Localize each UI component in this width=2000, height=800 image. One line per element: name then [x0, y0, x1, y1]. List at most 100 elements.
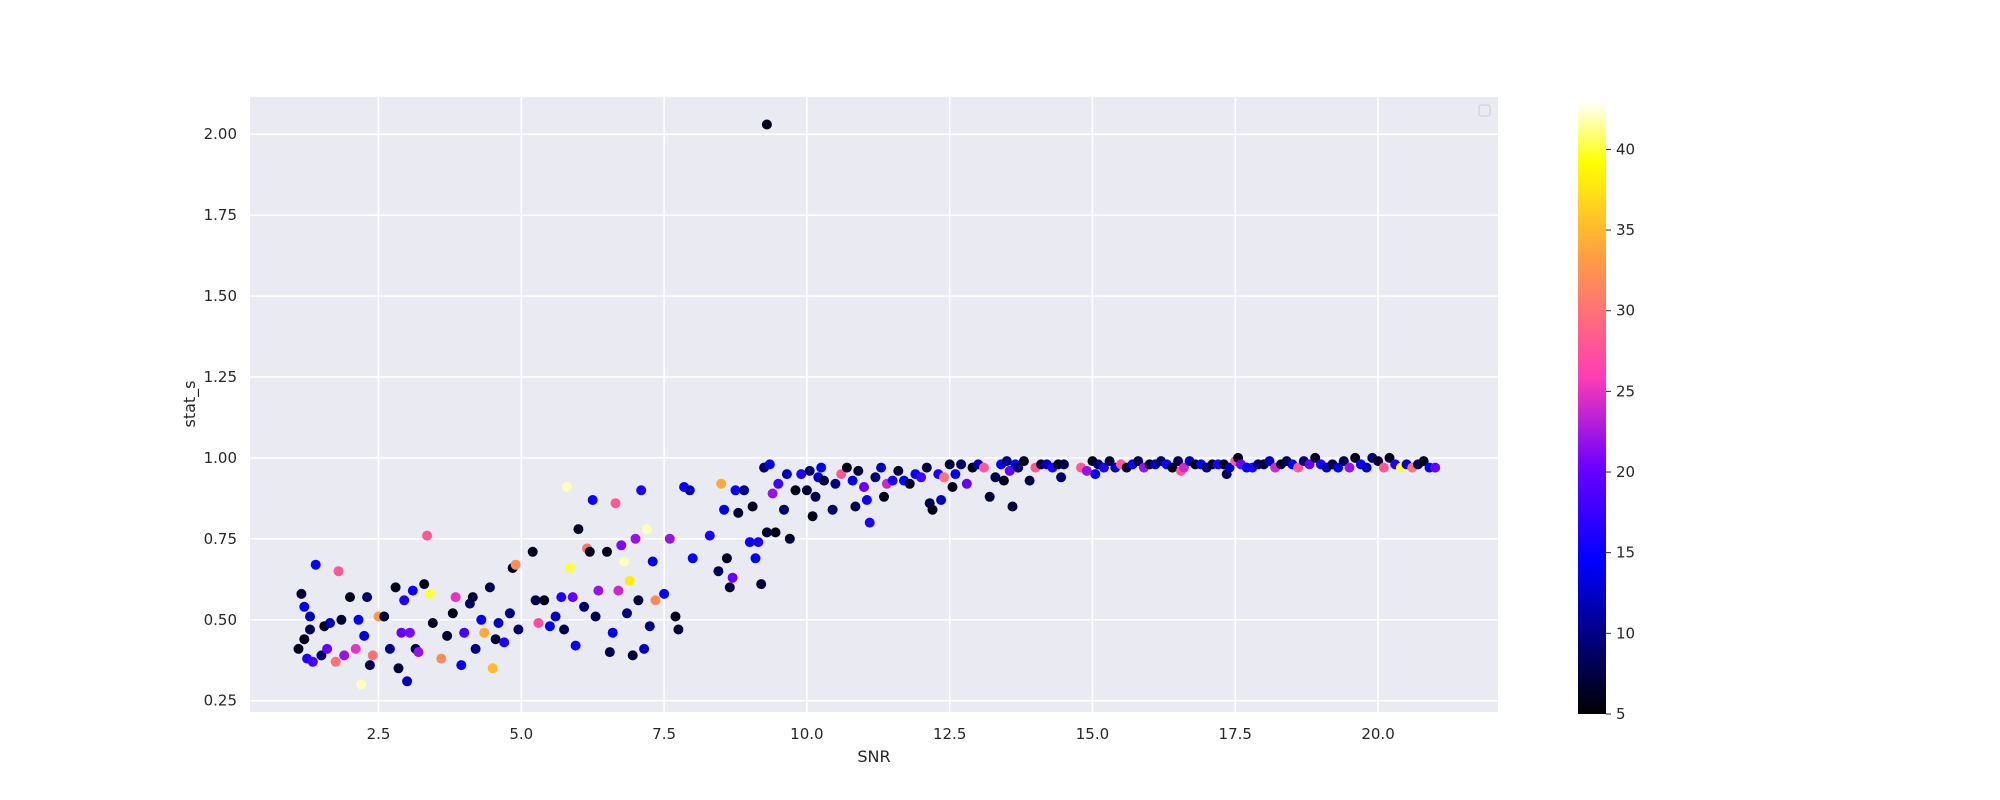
y-tick-label: 1.25 — [204, 368, 237, 386]
data-point — [850, 501, 861, 512]
data-point — [633, 595, 644, 606]
data-point — [861, 495, 872, 505]
data-point — [539, 595, 550, 606]
data-point — [779, 504, 789, 515]
data-point — [499, 637, 510, 648]
data-point — [316, 650, 327, 661]
data-point — [1173, 456, 1184, 467]
data-point — [687, 553, 698, 564]
colorbar-tick-label: 15 — [1616, 544, 1635, 562]
data-point — [1430, 462, 1441, 473]
x-tick-label: 10.0 — [790, 725, 823, 743]
data-point — [827, 504, 838, 515]
data-point — [1373, 456, 1384, 467]
colorbar — [1578, 101, 1606, 714]
data-point — [1344, 462, 1355, 473]
colorbar-tick-label: 35 — [1616, 221, 1635, 239]
data-point — [336, 614, 347, 625]
data-point — [810, 491, 821, 502]
data-point — [1224, 462, 1235, 473]
data-point — [396, 627, 407, 638]
data-point — [616, 540, 627, 551]
data-point — [399, 595, 410, 606]
data-point — [310, 559, 321, 570]
data-point — [1418, 456, 1429, 467]
data-point — [639, 643, 650, 654]
data-point — [442, 630, 453, 641]
data-point — [367, 650, 378, 661]
data-point — [636, 485, 647, 496]
data-point — [936, 495, 947, 505]
data-point — [684, 485, 695, 496]
data-point — [359, 630, 370, 641]
data-point — [459, 627, 470, 638]
x-tick-label: 17.5 — [1219, 725, 1252, 743]
data-point — [424, 588, 435, 599]
colorbar-tick-label: 10 — [1616, 624, 1635, 642]
data-point — [470, 643, 481, 654]
colorbar-ticks: 5 10 15 20 25 30 35 40 — [1606, 140, 1635, 723]
data-point — [939, 472, 949, 483]
data-point — [562, 482, 572, 492]
data-point — [801, 485, 812, 496]
data-point — [750, 553, 761, 564]
data-point — [790, 485, 801, 496]
data-points — [293, 119, 1441, 690]
data-point — [1378, 462, 1389, 473]
x-tick-label: 7.5 — [652, 725, 676, 743]
data-point — [330, 656, 341, 667]
data-point — [830, 478, 841, 489]
data-point — [419, 579, 430, 590]
data-point — [836, 469, 847, 480]
data-point — [727, 572, 738, 583]
data-point — [1304, 459, 1315, 470]
data-point — [879, 491, 889, 502]
plot-background — [250, 97, 1498, 712]
data-point — [479, 627, 490, 638]
data-point — [487, 663, 498, 674]
data-point — [724, 582, 735, 593]
data-point — [1264, 456, 1275, 467]
data-point — [864, 517, 875, 528]
data-point — [573, 524, 584, 535]
data-point — [781, 469, 792, 480]
data-point — [510, 559, 521, 570]
x-tick-label: 12.5 — [933, 725, 966, 743]
data-point — [1293, 462, 1304, 473]
data-point — [350, 643, 361, 654]
y-tick-label: 1.75 — [204, 206, 237, 224]
data-point — [644, 621, 655, 632]
data-point — [299, 601, 310, 612]
data-point — [490, 634, 501, 645]
data-point — [1133, 456, 1144, 467]
data-point — [345, 592, 355, 603]
data-point — [767, 488, 778, 499]
data-point — [467, 592, 478, 603]
data-point — [819, 475, 829, 486]
data-point — [998, 475, 1009, 486]
data-point — [947, 482, 958, 492]
data-point — [384, 643, 395, 654]
data-point — [990, 472, 1001, 483]
data-point — [704, 530, 715, 541]
data-point — [325, 618, 335, 628]
data-point — [904, 478, 915, 489]
data-point — [436, 653, 447, 664]
data-point — [773, 478, 784, 489]
data-point — [770, 527, 781, 538]
data-point — [559, 624, 570, 635]
data-point — [756, 579, 767, 590]
data-point — [713, 566, 724, 577]
data-point — [744, 537, 755, 548]
data-point — [664, 533, 675, 544]
data-point — [1384, 452, 1395, 463]
data-point — [841, 462, 852, 473]
colorbar-tick-label: 30 — [1616, 302, 1635, 320]
data-point — [642, 524, 652, 535]
data-point — [1056, 472, 1067, 483]
data-point — [730, 485, 741, 496]
data-point — [716, 478, 727, 489]
y-tick-label: 2.00 — [204, 125, 237, 143]
data-point — [604, 647, 615, 658]
